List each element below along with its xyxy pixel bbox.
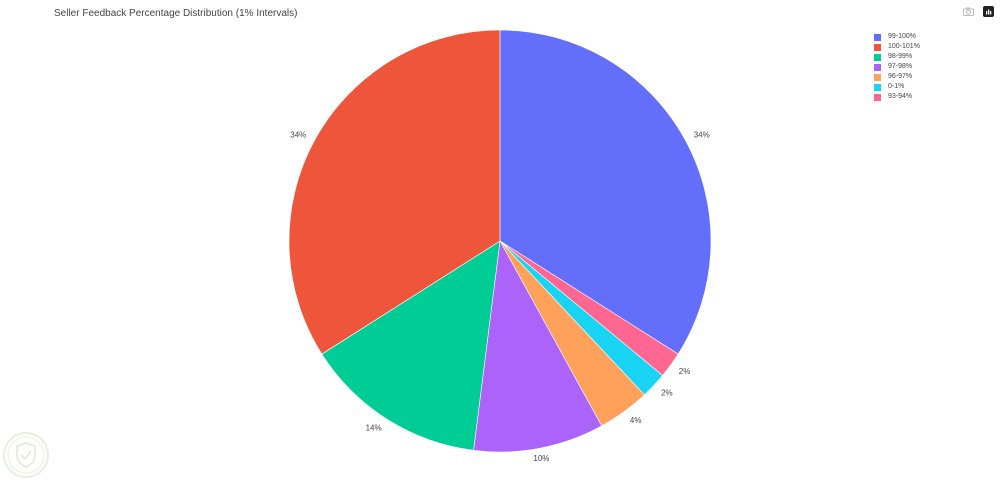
legend-label: 97-98%	[888, 63, 913, 70]
pie-slice-100-101%[interactable]	[288, 29, 501, 355]
plotly-logo-icon[interactable]	[982, 5, 994, 17]
legend-swatch	[874, 53, 881, 61]
legend: 99-100% 100-101% 98-99% 97-98% 96-97% 0-1% 93-…	[874, 32, 920, 102]
legend-item-99-100%[interactable]: 99-100%	[874, 32, 920, 42]
legend-item-0-1%[interactable]: 0-1%	[874, 82, 920, 92]
pie-slice-97-98%[interactable]	[473, 240, 603, 453]
legend-swatch	[874, 33, 881, 41]
legend-item-100-101%[interactable]: 100-101%	[874, 42, 920, 52]
legend-label: 93-94%	[888, 93, 913, 100]
chart-title: Seller Feedback Percentage Distribution …	[54, 8, 298, 19]
slice-label-96-97%: 4%	[630, 416, 642, 425]
legend-swatch	[874, 93, 881, 101]
pie-slice-99-100%[interactable]	[499, 29, 712, 355]
legend-label: 0-1%	[888, 83, 905, 90]
legend-item-93-94%[interactable]: 93-94%	[874, 92, 920, 102]
legend-label: 98-99%	[888, 53, 913, 60]
slice-label-98-99%: 14%	[366, 424, 382, 433]
slice-label-100-101%: 34%	[290, 131, 306, 140]
legend-swatch	[874, 43, 881, 51]
legend-label: 96-97%	[888, 73, 913, 80]
legend-swatch	[874, 73, 881, 81]
camera-icon[interactable]	[962, 5, 974, 17]
modebar	[962, 5, 994, 17]
pie-slice-98-99%[interactable]	[321, 240, 501, 451]
legend-item-96-97%[interactable]: 96-97%	[874, 72, 920, 82]
legend-swatch	[874, 63, 881, 71]
legend-label: 99-100%	[888, 33, 917, 40]
slice-label-97-98%: 10%	[533, 454, 549, 463]
shield-logo	[3, 432, 49, 478]
slice-label-99-100%: 34%	[694, 131, 710, 140]
legend-item-98-99%[interactable]: 98-99%	[874, 52, 920, 62]
legend-label: 100-101%	[888, 43, 920, 50]
slice-label-93-94%: 2%	[679, 367, 691, 376]
legend-swatch	[874, 83, 881, 91]
legend-item-97-98%[interactable]: 97-98%	[874, 62, 920, 72]
slice-label-0-1%: 2%	[661, 388, 673, 397]
